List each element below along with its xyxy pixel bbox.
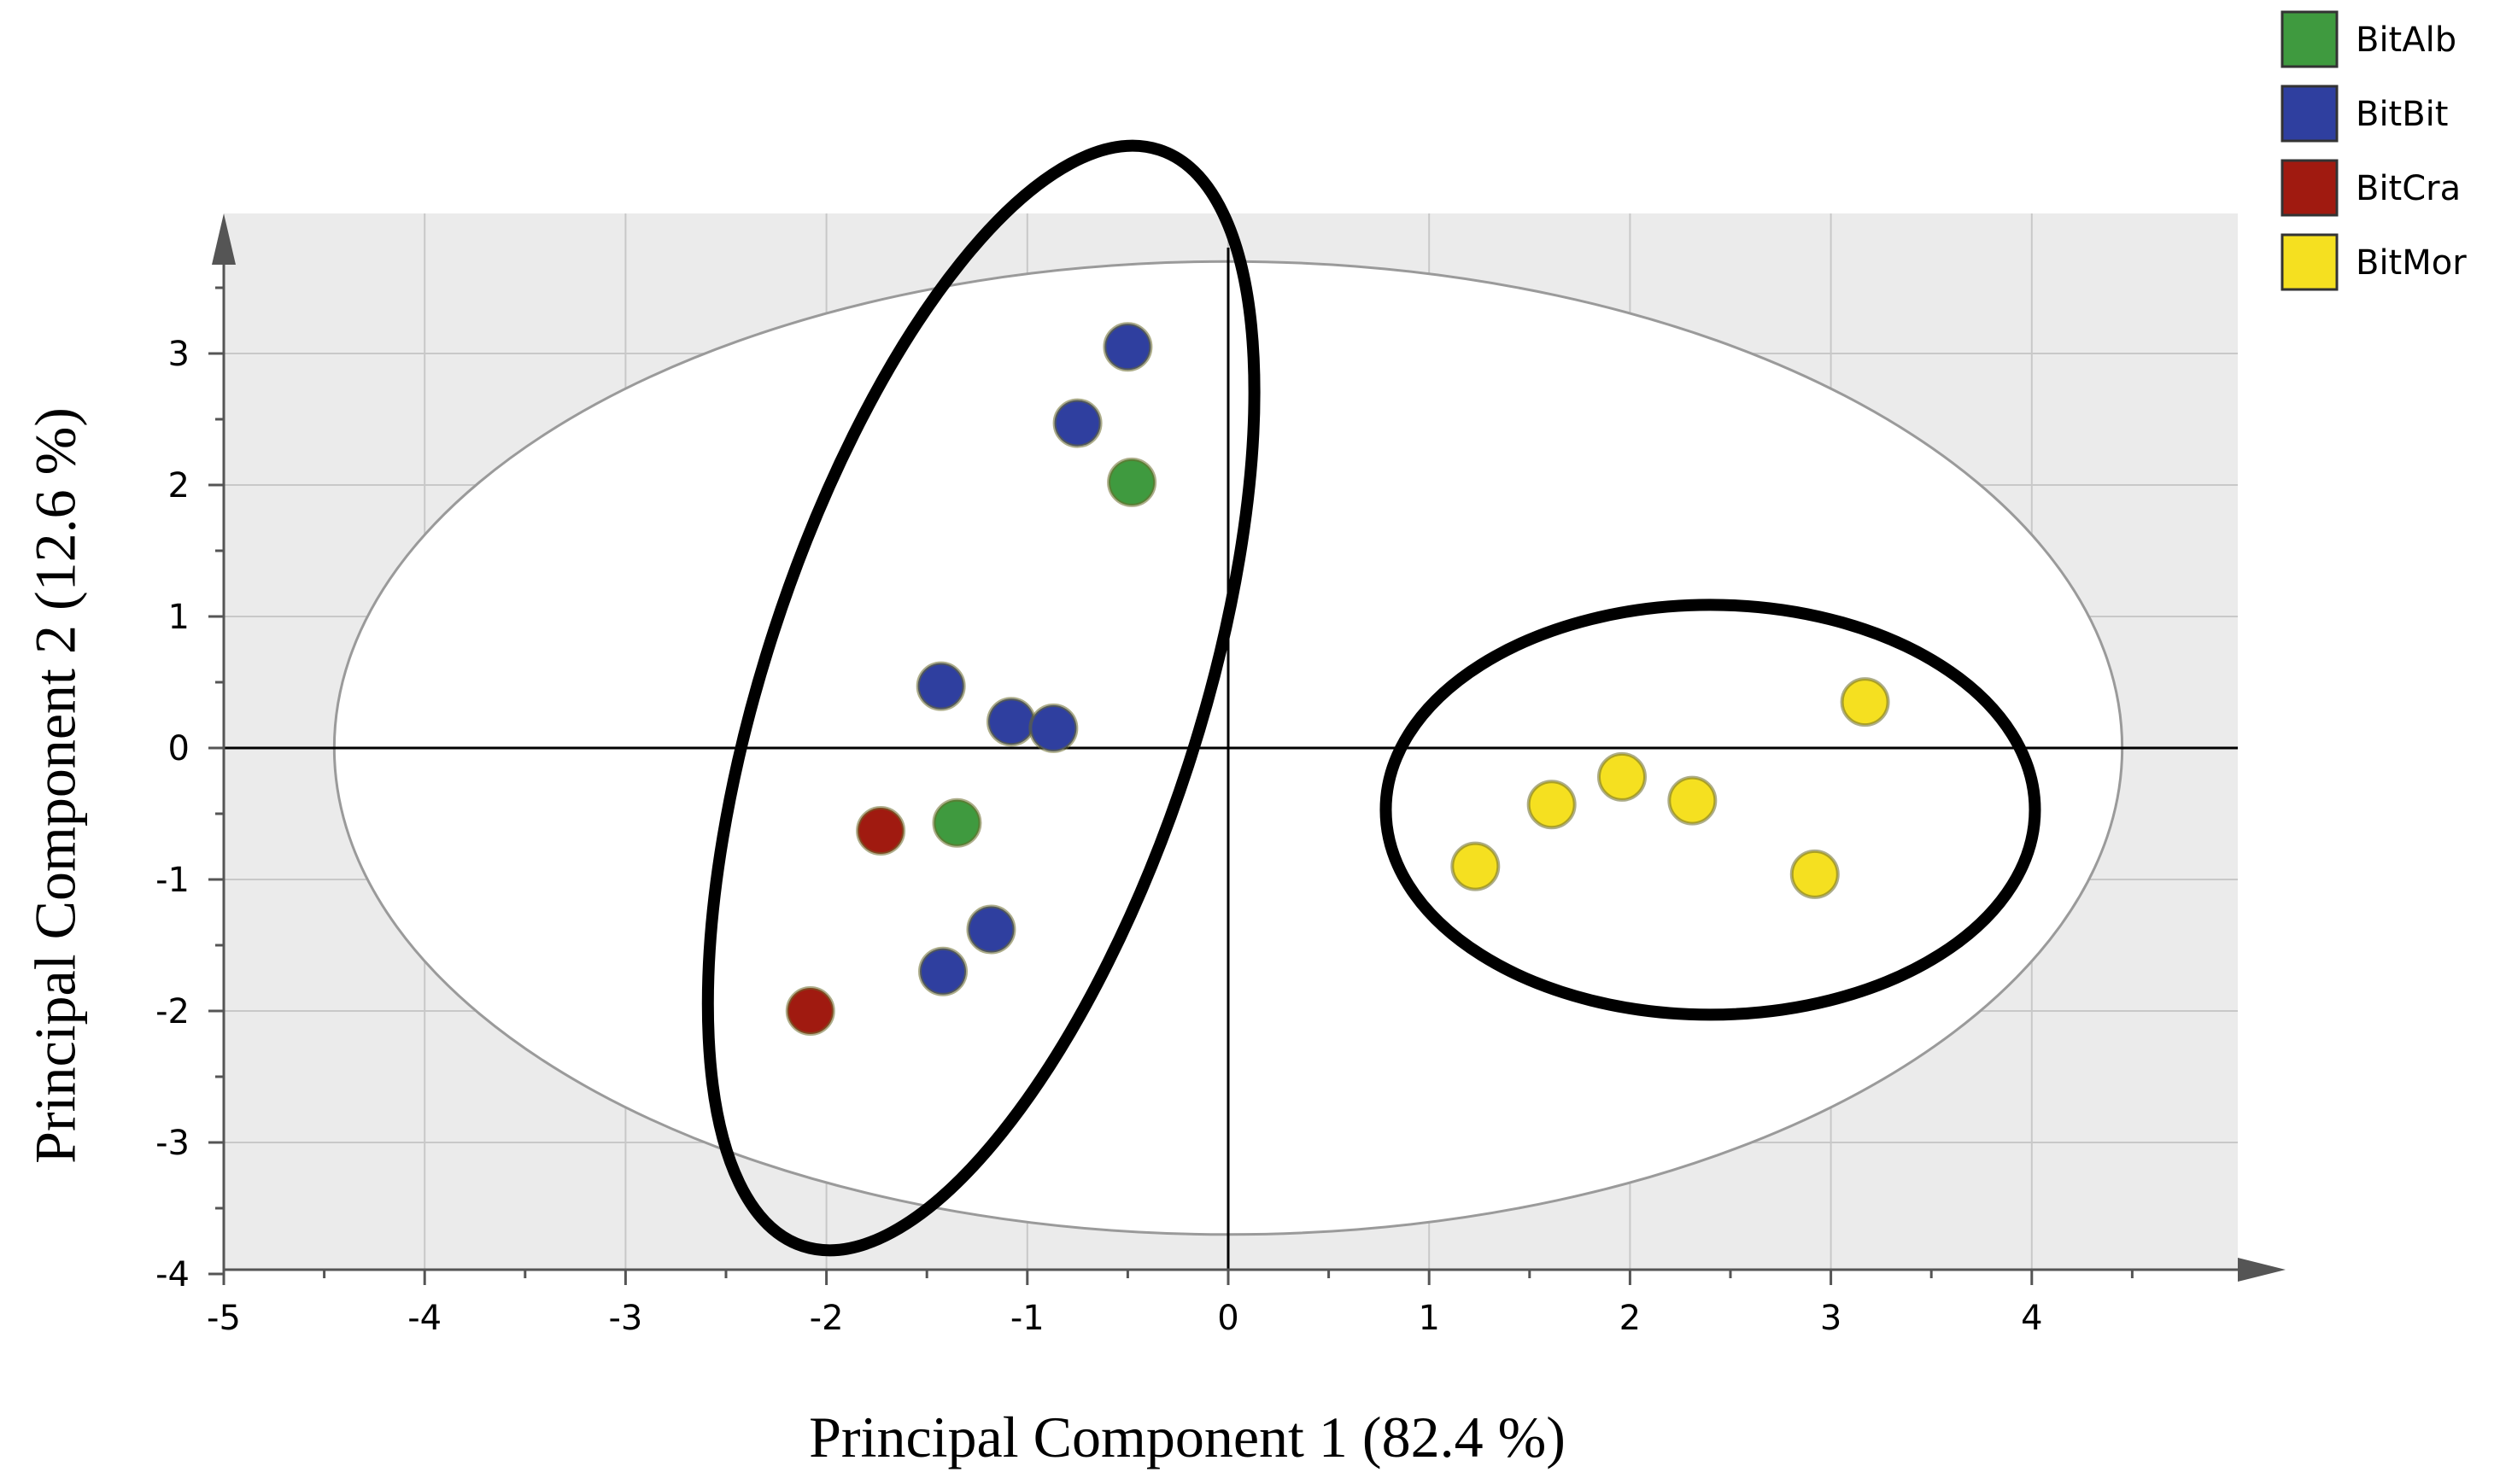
- zero-reference-lines: [224, 248, 2238, 1270]
- legend-label: BitMor: [2356, 243, 2467, 283]
- x-tick-label: -3: [608, 1299, 642, 1338]
- y-tick-label: 1: [168, 598, 190, 637]
- x-axis-title: Principal Component 1 (82.4 %): [809, 1405, 1566, 1469]
- y-tick-label: -1: [155, 861, 190, 900]
- point-bitmor: [1450, 841, 1501, 891]
- point-bitalb: [1107, 457, 1157, 507]
- axes: -5 -4 -3 -2 -1 0 1 2 3 4 3 2 1 0 -1 -2 -3 -4: [155, 213, 2286, 1338]
- x-tick-label: -1: [1010, 1299, 1045, 1338]
- x-tick-label: -5: [207, 1299, 241, 1338]
- point-bitcra: [785, 986, 835, 1036]
- x-tick-label: 0: [1217, 1299, 1238, 1338]
- legend-label: BitAlb: [2356, 20, 2456, 60]
- y-axis-title: Principal Component 2 (12.6 %): [23, 407, 88, 1164]
- y-tick-label: 2: [168, 466, 190, 505]
- point-bitbit: [986, 697, 1036, 747]
- cluster-outline-right: [1379, 599, 2041, 1021]
- legend-label: BitCra: [2356, 169, 2461, 208]
- point-bitmor: [1840, 677, 1890, 727]
- x-tick-label: -2: [810, 1299, 844, 1338]
- point-bitcra: [856, 806, 906, 856]
- point-bitalb: [932, 798, 982, 848]
- y-tick-label: -2: [155, 992, 190, 1031]
- point-bitbit: [916, 661, 966, 711]
- point-bitmor: [1526, 780, 1577, 830]
- y-tick-label: 3: [168, 335, 190, 374]
- legend-swatch-bitbit: [2280, 85, 2339, 143]
- y-tick-label: -4: [155, 1255, 190, 1294]
- x-tick-label: 3: [1820, 1299, 1841, 1338]
- legend: BitAlb BitBit BitCra BitMor: [2280, 10, 2467, 291]
- legend-swatch-bitalb: [2280, 10, 2339, 68]
- x-tick-label: 2: [1619, 1299, 1641, 1338]
- x-tick-label: 1: [1418, 1299, 1439, 1338]
- point-bitbit: [1103, 322, 1153, 372]
- point-bitmor: [1789, 849, 1840, 899]
- legend-label: BitBit: [2356, 95, 2448, 134]
- y-axis-arrow-icon: [212, 213, 236, 265]
- x-axis-arrow-icon: [2238, 1258, 2286, 1282]
- cluster-outline-left: [701, 139, 1261, 1257]
- point-bitbit: [918, 946, 969, 996]
- y-tick-label: 0: [168, 729, 190, 768]
- data-points: [785, 322, 1890, 1036]
- legend-swatch-bitcra: [2280, 159, 2339, 217]
- point-bitbit: [1028, 703, 1079, 753]
- point-bitbit: [1052, 398, 1103, 448]
- y-tick-label: -3: [155, 1124, 190, 1163]
- x-tick-label: -4: [407, 1299, 442, 1338]
- point-bitmor: [1596, 751, 1647, 802]
- legend-swatch-bitmor: [2280, 233, 2339, 291]
- x-tick-label: 4: [2021, 1299, 2042, 1338]
- point-bitbit: [966, 904, 1016, 955]
- point-bitmor: [1667, 775, 1718, 826]
